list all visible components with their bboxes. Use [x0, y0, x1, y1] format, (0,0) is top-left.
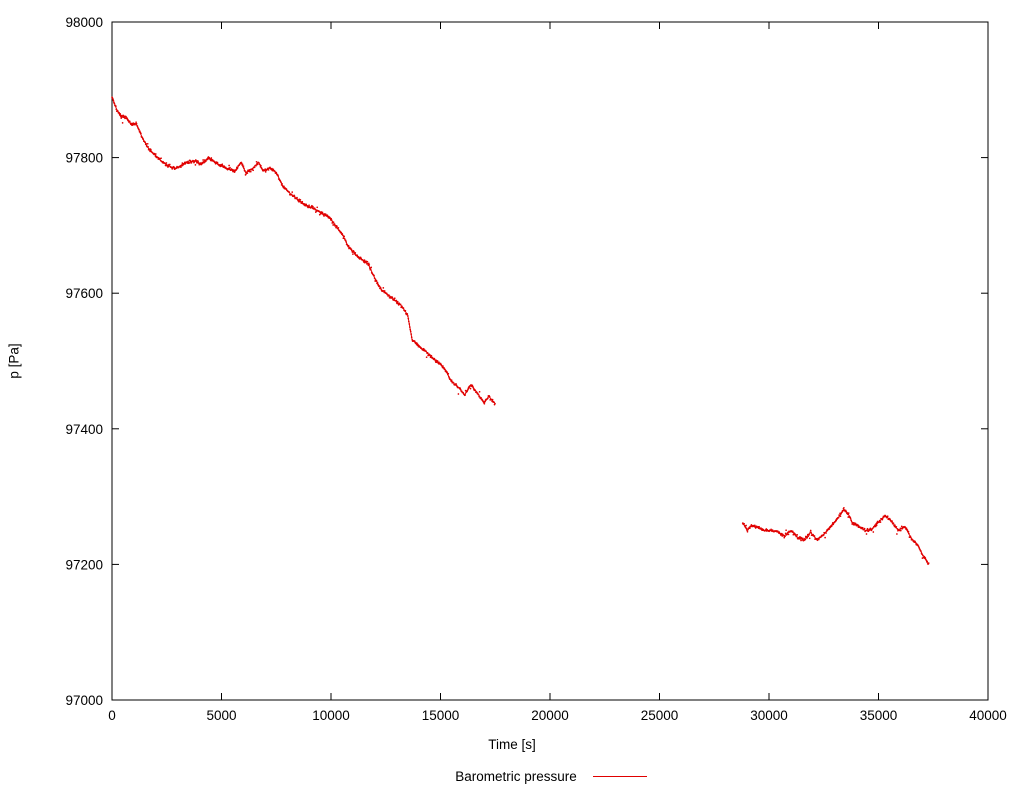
- svg-text:25000: 25000: [641, 708, 679, 723]
- legend: Barometric pressure: [0, 769, 1024, 784]
- y-axis-label: p [Pa]: [6, 343, 22, 379]
- svg-text:20000: 20000: [531, 708, 569, 723]
- svg-text:97600: 97600: [65, 286, 103, 301]
- svg-text:98000: 98000: [65, 15, 103, 30]
- svg-text:35000: 35000: [860, 708, 898, 723]
- svg-text:10000: 10000: [312, 708, 350, 723]
- svg-text:15000: 15000: [422, 708, 460, 723]
- svg-text:0: 0: [108, 708, 116, 723]
- svg-text:97400: 97400: [65, 422, 103, 437]
- svg-text:97800: 97800: [65, 151, 103, 166]
- x-axis-label: Time [s]: [488, 737, 536, 752]
- svg-text:30000: 30000: [750, 708, 788, 723]
- legend-label: Barometric pressure: [455, 769, 577, 784]
- svg-text:5000: 5000: [206, 708, 236, 723]
- legend-line-swatch: [592, 776, 647, 777]
- svg-text:97000: 97000: [65, 693, 103, 708]
- svg-text:97200: 97200: [65, 557, 103, 572]
- svg-text:40000: 40000: [969, 708, 1007, 723]
